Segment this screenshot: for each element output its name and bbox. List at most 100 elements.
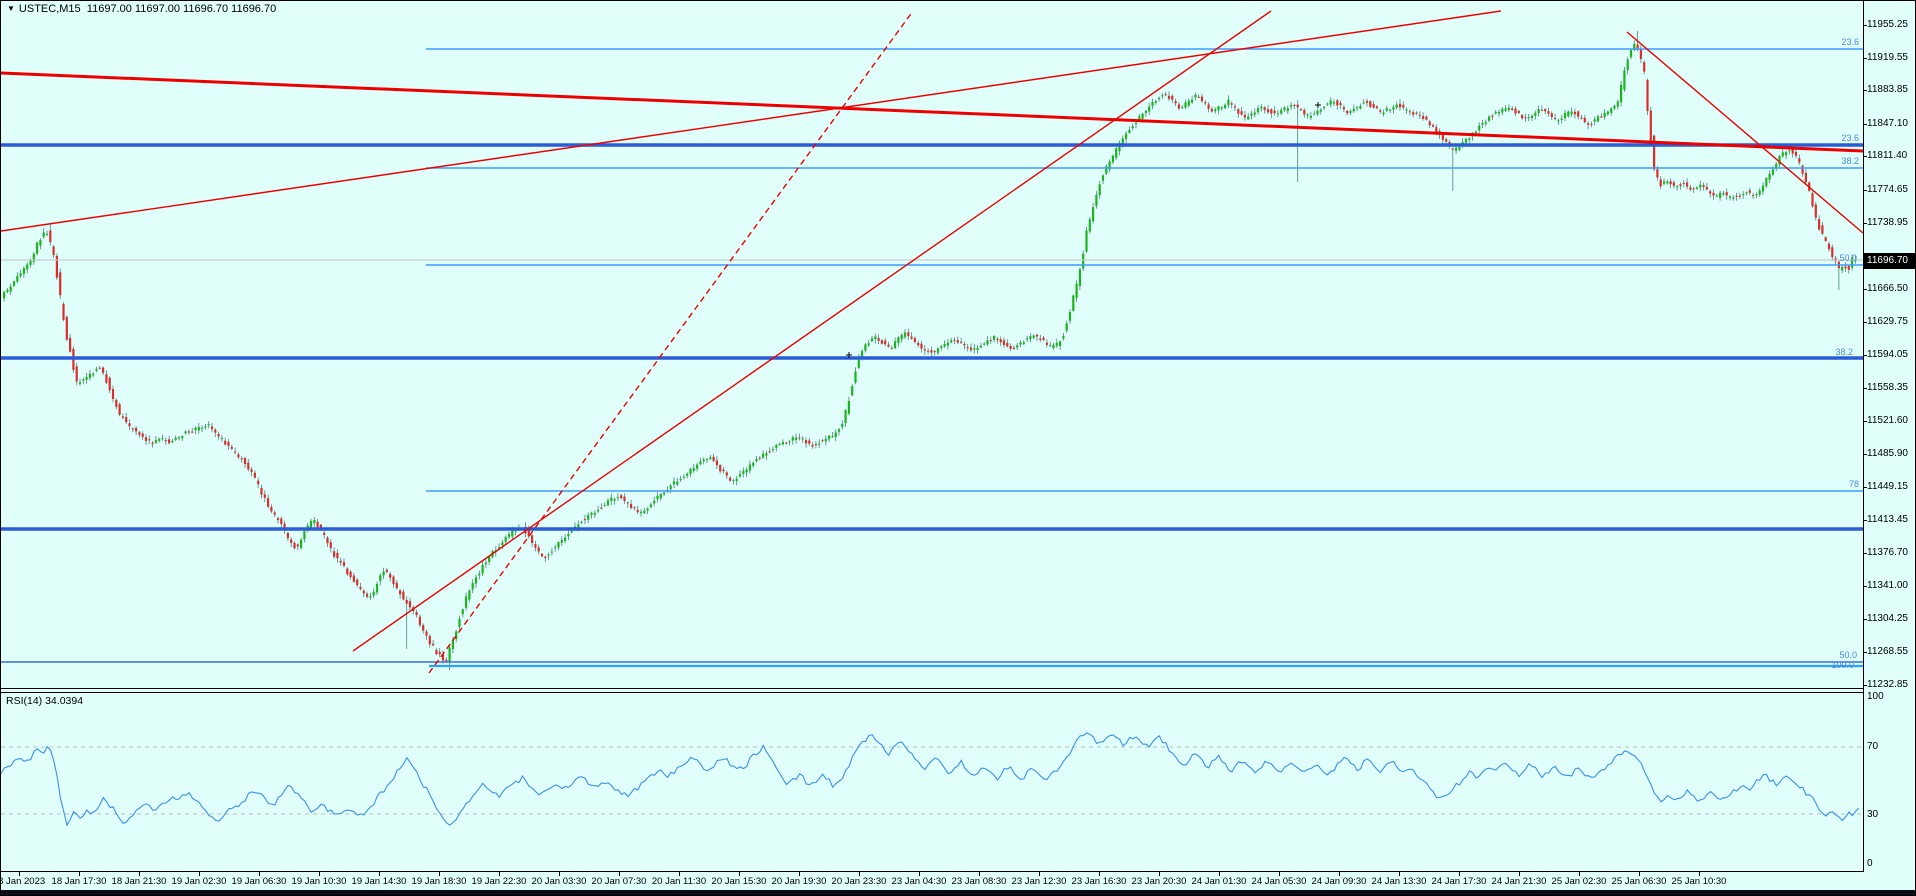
time-tick-mark [1339, 872, 1340, 876]
horizontal-levels [1, 48, 1863, 668]
time-tick-mark [1519, 872, 1520, 876]
price-tick-label: 11594.05 [1867, 349, 1908, 360]
time-tick-mark [1099, 872, 1100, 876]
time-tick-label: 20 Jan 11:30 [651, 876, 707, 887]
time-tick-label: 23 Jan 12:30 [1011, 876, 1067, 887]
price-tick-mark [1863, 619, 1867, 620]
rsi-tick-label: 100 [1867, 691, 1884, 702]
price-tick-mark [1863, 289, 1867, 290]
current-price-tag: 11696.70 [1863, 253, 1915, 269]
price-tick-mark [1863, 355, 1867, 356]
price-tick-mark [1863, 553, 1867, 554]
time-tick-label: 20 Jan 15:30 [711, 876, 767, 887]
time-tick-label: 19 Jan 22:30 [471, 876, 527, 887]
price-tick-label: 11883.85 [1867, 84, 1908, 95]
time-tick-label: 23 Jan 20:30 [1131, 876, 1187, 887]
time-tick-label: 24 Jan 17:30 [1431, 876, 1487, 887]
price-tick-mark [1863, 520, 1867, 521]
fib-label: 38.2 [1841, 156, 1859, 166]
price-axis[interactable]: 11955.25 11919.55 11883.85 11847.10 11811.40… [1863, 1, 1915, 872]
price-axis-border [1863, 1, 1864, 872]
price-tick-mark [1863, 25, 1867, 26]
time-tick-mark [259, 872, 260, 876]
fib-label: 50.0 [1839, 650, 1857, 660]
price-tick-mark [1863, 487, 1867, 488]
trend-lines [1, 10, 1863, 674]
price-tick-label: 11304.25 [1867, 613, 1908, 624]
price-tick-mark [1863, 586, 1867, 587]
time-tick-label: 23 Jan 08:30 [951, 876, 1007, 887]
price-tick-label: 11629.75 [1867, 316, 1908, 327]
price-tick-mark [1863, 454, 1867, 455]
time-tick-mark [19, 872, 20, 876]
time-tick-mark [1699, 872, 1700, 876]
price-tick-mark [1863, 90, 1867, 91]
rsi-indicator-chart[interactable] [1, 692, 1863, 872]
time-tick-label: 19 Jan 10:30 [291, 876, 347, 887]
time-tick-label: 20 Jan 23:30 [831, 876, 887, 887]
time-tick-mark [859, 872, 860, 876]
time-tick-label: 24 Jan 09:30 [1311, 876, 1367, 887]
price-tick-label: 11774.65 [1867, 184, 1908, 195]
ohlc-quote-label: 11697.00 11697.00 11696.70 11696.70 [86, 3, 277, 15]
time-tick-mark [559, 872, 560, 876]
symbol-dropdown-icon[interactable]: ▼ [7, 4, 15, 13]
rsi-tick-label: 70 [1867, 741, 1879, 752]
price-tick-label: 11268.55 [1867, 646, 1908, 657]
time-tick-mark [139, 872, 140, 876]
price-tick-label: 11485.90 [1867, 448, 1908, 459]
price-tick-mark [1863, 156, 1867, 157]
chart-title: ▼ USTEC,M15 11697.00 11697.00 11696.70 11… [7, 3, 276, 15]
time-tick-mark [919, 872, 920, 876]
price-tick-label: 11341.00 [1867, 580, 1908, 591]
price-tick-label: 11558.35 [1867, 382, 1908, 393]
time-tick-label: 18 Jan 17:30 [51, 876, 107, 887]
time-tick-mark [739, 872, 740, 876]
time-tick-mark [1639, 872, 1640, 876]
time-tick-mark [1039, 872, 1040, 876]
time-tick-label: 23 Jan 04:30 [891, 876, 947, 887]
candle-wicks [3, 31, 1856, 670]
time-tick-label: 25 Jan 10:30 [1671, 876, 1727, 887]
fib-label: 78 [1849, 479, 1859, 489]
time-tick-label: 25 Jan 06:30 [1611, 876, 1667, 887]
price-tick-label: 11919.55 [1867, 52, 1908, 63]
price-tick-mark [1863, 190, 1867, 191]
price-tick-label: 11847.10 [1867, 118, 1908, 129]
fib-label: 50.0 [1839, 253, 1857, 263]
time-tick-label: 20 Jan 19:30 [771, 876, 827, 887]
price-tick-label: 11666.50 [1867, 283, 1908, 294]
symbol-period-label: USTEC,M15 [18, 3, 81, 15]
price-tick-mark [1863, 652, 1867, 653]
time-tick-label: 24 Jan 13:30 [1371, 876, 1427, 887]
time-tick-label: 20 Jan 03:30 [531, 876, 587, 887]
candle-bodies [3, 44, 1857, 663]
time-tick-mark [379, 872, 380, 876]
time-tick-label: 19 Jan 14:30 [351, 876, 407, 887]
status-strip [1, 890, 1915, 895]
time-tick-mark [1279, 872, 1280, 876]
price-tick-label: 11376.70 [1867, 547, 1908, 558]
price-tick-mark [1863, 322, 1867, 323]
price-tick-label: 11449.15 [1867, 481, 1908, 492]
time-axis[interactable]: 18 Jan 2023 18 Jan 17:30 18 Jan 21:30 19 Ja… [1, 872, 1863, 892]
price-tick-label: 11738.95 [1867, 217, 1908, 228]
price-tick-label: 11413.45 [1867, 514, 1908, 525]
time-tick-label: 25 Jan 02:30 [1551, 876, 1607, 887]
time-tick-label: 20 Jan 07:30 [591, 876, 647, 887]
fib-label: 100.0 [1831, 660, 1854, 670]
price-tick-label: 11811.40 [1867, 150, 1908, 161]
time-tick-mark [979, 872, 980, 876]
time-tick-label: 18 Jan 2023 [1, 876, 46, 887]
price-tick-mark [1863, 685, 1867, 686]
time-tick-mark [79, 872, 80, 876]
object-anchor-markers [846, 102, 1321, 358]
time-tick-mark [679, 872, 680, 876]
time-tick-label: 24 Jan 05:30 [1251, 876, 1307, 887]
time-tick-mark [319, 872, 320, 876]
fib-label: 23.6 [1841, 37, 1859, 47]
time-tick-mark [499, 872, 500, 876]
